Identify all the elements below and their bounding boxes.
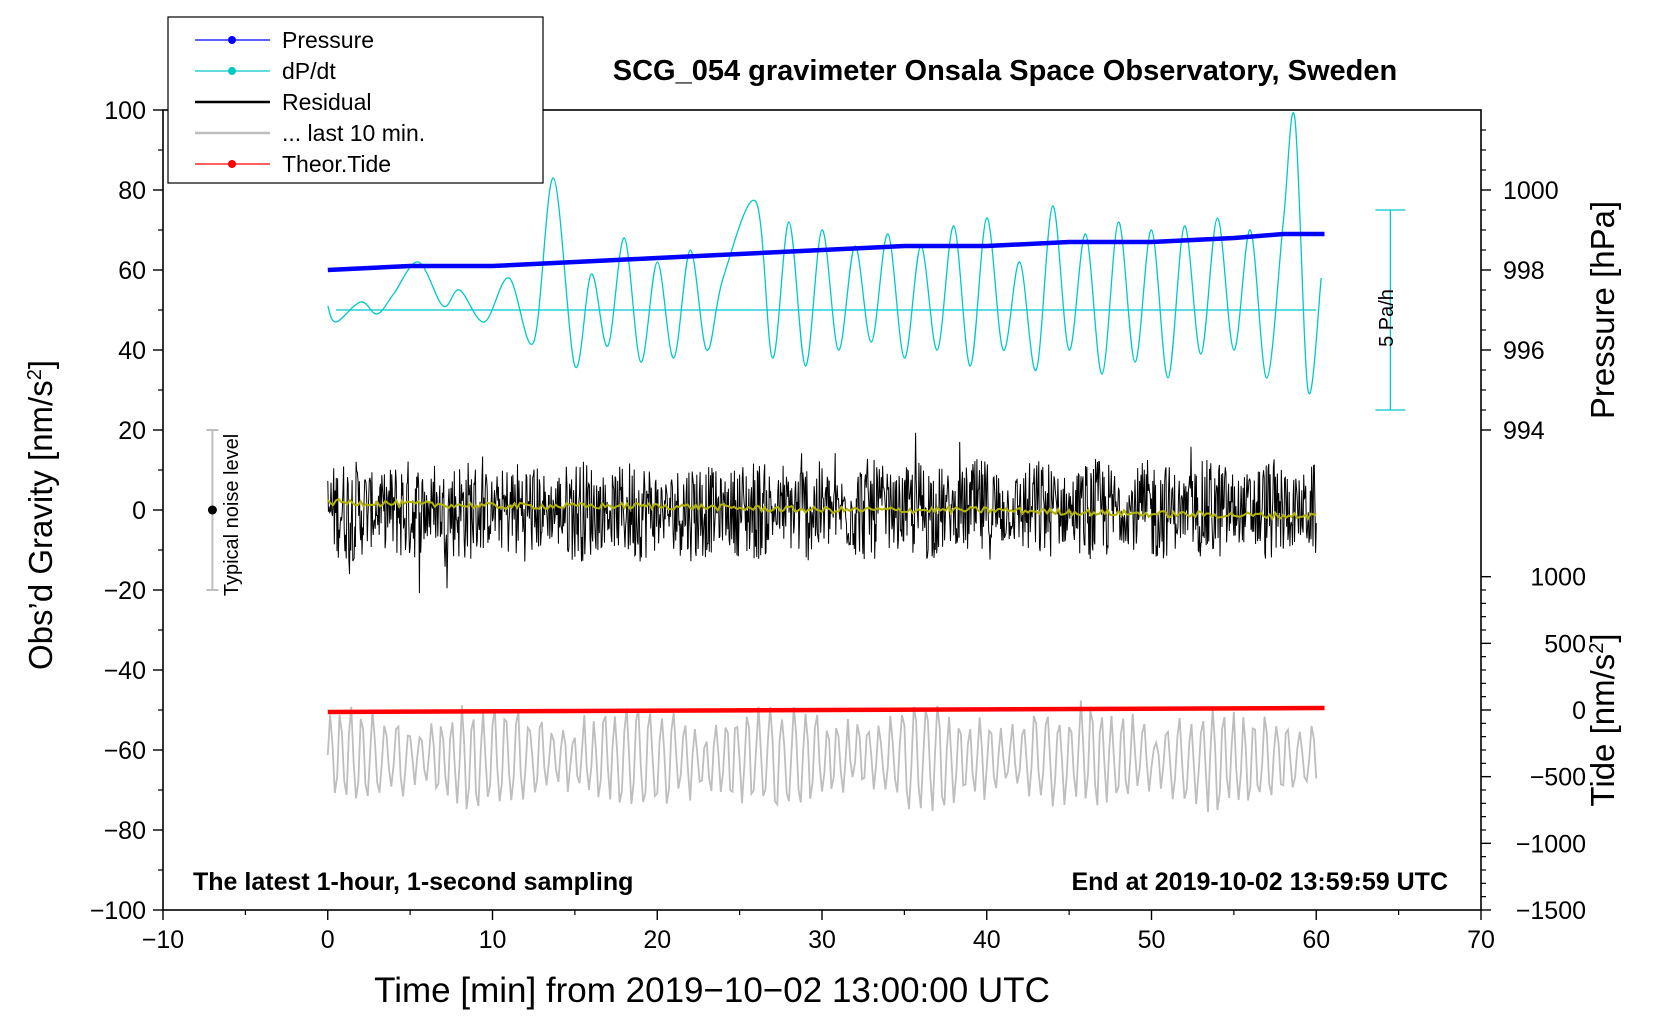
legend-entry: ... last 10 min. [195, 120, 425, 146]
y-left-tick-label: 80 [118, 177, 146, 205]
y-pressure-tick-label: 994 [1503, 417, 1545, 445]
x-tick-label: 20 [643, 926, 671, 954]
y-left-tick-label: −20 [104, 577, 146, 605]
legend-label: Pressure [282, 27, 374, 53]
y-left-axis-label: Obs’d Gravity [nm/s2] [22, 360, 59, 670]
legend-label: dP/dt [282, 58, 336, 84]
x-tick-label: 40 [973, 926, 1001, 954]
x-tick-label: 30 [808, 926, 836, 954]
y-left-tick-label: 40 [118, 337, 146, 365]
series-dpdt [327, 112, 1322, 395]
y-pressure-tick-label: 996 [1503, 337, 1545, 365]
legend-label: Residual [282, 89, 372, 115]
noise-level-bar [206, 429, 219, 591]
y-tide-axis-label: Tide [nm/s2] [1584, 633, 1621, 806]
y-left-tick-label: −80 [104, 817, 146, 845]
note-right: End at 2019-10-02 13:59:59 UTC [1071, 868, 1448, 896]
y-tide-tick-label: −500 [1530, 764, 1586, 792]
legend-label: Theor.Tide [282, 151, 391, 177]
y-pressure-tick-label: 998 [1503, 257, 1545, 285]
legend-marker [228, 160, 236, 168]
y-left-tick-label: 100 [104, 97, 146, 125]
series-residual [327, 432, 1317, 594]
y-tide-tick-label: 0 [1572, 697, 1586, 725]
y-pressure-axis-label: Pressure [hPa] [1584, 201, 1621, 419]
x-tick-label: 60 [1302, 926, 1330, 954]
legend-marker [228, 36, 236, 44]
noise-level-dot [207, 505, 217, 515]
y-left-tick-label: −40 [104, 657, 146, 685]
y-tide-tick-label: −1000 [1516, 830, 1586, 858]
legend: Pressure dP/dt Residual ... last 10 min. The… [167, 16, 544, 184]
series-theor-tide [327, 705, 1325, 715]
note-left: The latest 1-hour, 1-second sampling [193, 868, 633, 896]
series-pressure [327, 231, 1325, 273]
series-last-10-min [326, 700, 1318, 813]
y-pressure-tick-label: 1000 [1503, 177, 1559, 205]
x-tick-label: 50 [1138, 926, 1166, 954]
y-left-tick-label: −100 [90, 897, 146, 925]
y-left-tick-label: 0 [132, 497, 146, 525]
axis-layers: −10 0 10 20 30 40 50 60 70100806040200−20−40−60−… [90, 97, 1586, 954]
x-tick-label: 70 [1467, 926, 1495, 954]
x-tick-label: 0 [321, 926, 335, 954]
y-left-tick-label: 20 [118, 417, 146, 445]
y-tide-tick-label: −1500 [1516, 897, 1586, 925]
legend-entry: Pressure [195, 27, 374, 53]
x-axis-label: Time [min] from 2019−10−02 13:00:00 UTC [374, 971, 1050, 1010]
legend-entry: Theor.Tide [195, 151, 391, 177]
y-tide-tick-label: 500 [1544, 630, 1586, 658]
legend-label: ... last 10 min. [282, 120, 425, 146]
dpdt-scale-label: 5 Pa/h [1376, 289, 1398, 347]
legend-entry: dP/dt [195, 58, 336, 84]
legend-marker [228, 67, 236, 75]
dpdt-scale-bar [1375, 209, 1406, 411]
plot-layers [206, 112, 1406, 813]
legend-entry: Residual [195, 89, 372, 115]
y-left-tick-label: −60 [104, 737, 146, 765]
legend-box [167, 16, 544, 184]
series-residual-smoothed [327, 497, 1317, 521]
x-tick-label: 10 [479, 926, 507, 954]
chart-title: SCG_054 gravimeter Onsala Space Observat… [613, 55, 1397, 87]
noise-level-label: Typical noise level [221, 434, 243, 596]
y-tide-tick-label: 1000 [1530, 564, 1586, 592]
x-tick-label: −10 [142, 926, 184, 954]
y-left-tick-label: 60 [118, 257, 146, 285]
